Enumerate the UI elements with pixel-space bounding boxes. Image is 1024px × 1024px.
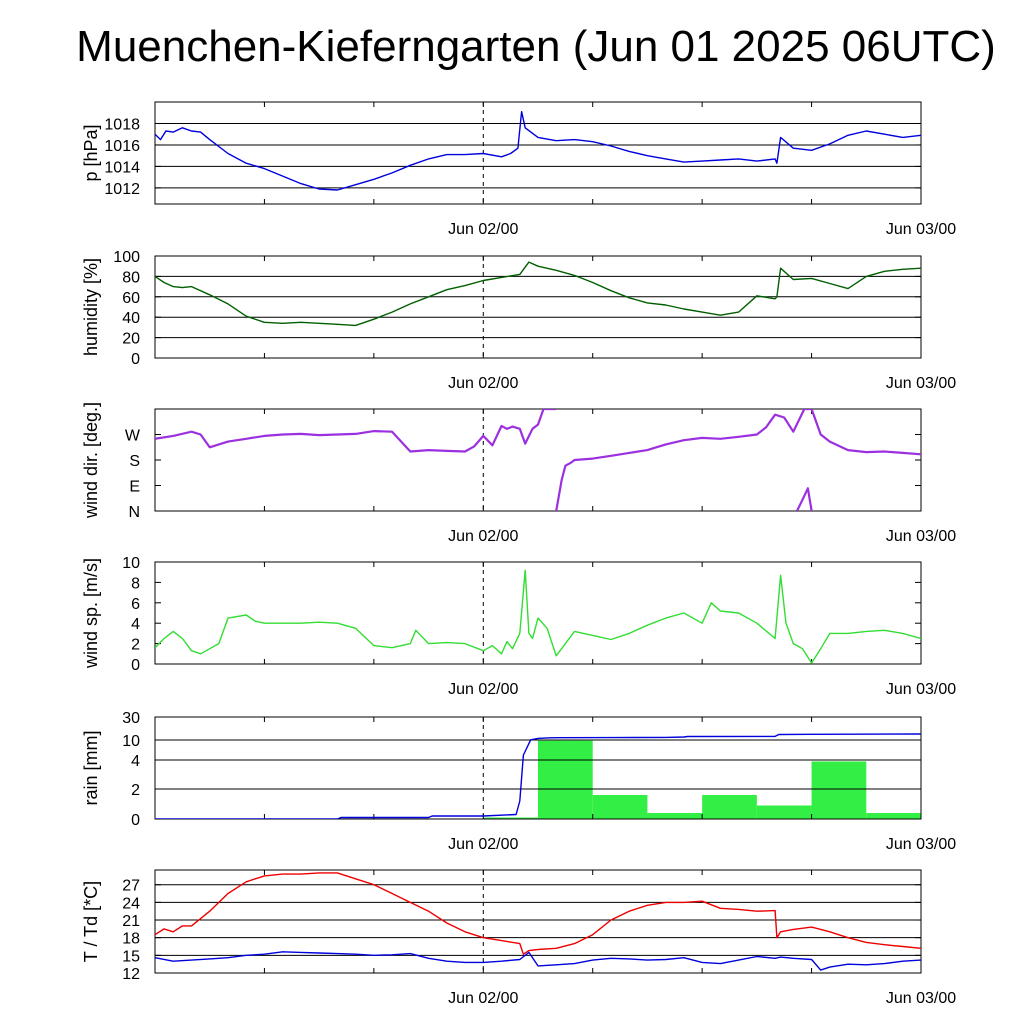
x-tick-label: Jun 03/00 (886, 836, 956, 853)
y-tick-label: 30 (122, 710, 140, 727)
series-line-wind_speed (155, 569, 921, 664)
panel-rain: 0 2 4 10 30 Jun 02/00 Jun 03/00 rain [mm] (81, 710, 956, 853)
series-line-rain (155, 733, 921, 819)
y-tick-label: 1016 (104, 138, 140, 155)
plot-frame (154, 101, 922, 205)
y-tick-label: 1014 (104, 159, 140, 176)
y-axis-label: T / Td [*C] (81, 881, 101, 962)
y-tick-label: 6 (131, 596, 140, 613)
y-tick-label: 1018 (104, 116, 140, 133)
x-tick-label: Jun 03/00 (886, 681, 956, 698)
series-group (155, 733, 921, 819)
y-axis-label: wind sp. [m/s] (81, 558, 101, 669)
y-tick-label: 24 (122, 895, 140, 912)
panel-wind_speed: 0 2 4 6 8 10 Jun 02/00 Jun 03/00 wind sp. [m/s] (81, 555, 956, 698)
series-line-pressure (155, 110, 921, 191)
rain-bar (483, 817, 538, 819)
series-group (155, 261, 921, 327)
y-axis-label: p [hPa] (81, 124, 101, 181)
series-line-wind_direction (796, 487, 813, 511)
x-tick-label: Jun 03/00 (886, 221, 956, 238)
x-tick-label: Jun 02/00 (448, 528, 518, 545)
y-tick-label: 4 (131, 616, 140, 633)
series-group (155, 569, 921, 664)
x-tick-label: Jun 03/00 (886, 528, 956, 545)
series-group (155, 110, 921, 191)
y-tick-label: 2 (131, 782, 140, 799)
y-axis-label: rain [mm] (81, 730, 101, 805)
rain-bar (702, 795, 757, 819)
y-tick-label: 15 (122, 948, 140, 965)
series-line-wind_direction (555, 409, 921, 511)
x-tick-label: Jun 02/00 (448, 221, 518, 238)
series-group (155, 872, 921, 971)
y-tick-label: N (128, 504, 140, 521)
y-tick-label: 40 (122, 310, 140, 327)
x-tick-label: Jun 03/00 (886, 375, 956, 392)
x-tick-label: Jun 03/00 (886, 990, 956, 1007)
series-line-wind_direction (155, 409, 557, 453)
y-tick-label: 21 (122, 913, 140, 930)
x-tick-label: Jun 02/00 (448, 681, 518, 698)
y-tick-label: 0 (131, 812, 140, 829)
series-line-temperature (155, 951, 921, 971)
x-tick-label: Jun 02/00 (448, 836, 518, 853)
y-tick-label: 20 (122, 331, 140, 348)
y-tick-label: 12 (122, 966, 140, 983)
y-tick-label: 8 (131, 575, 140, 592)
y-tick-label: S (129, 453, 140, 470)
rain-bar (592, 795, 648, 819)
y-tick-label: 18 (122, 931, 140, 948)
chart-title: Muenchen-Kieferngarten (Jun 01 2025 06UT… (76, 22, 996, 71)
rain-bar (756, 805, 812, 819)
y-tick-label: 4 (131, 753, 140, 770)
y-tick-label: 0 (131, 351, 140, 368)
x-tick-label: Jun 02/00 (448, 375, 518, 392)
y-tick-label: 100 (113, 249, 140, 266)
rain-bar (866, 813, 921, 819)
plot-frame (154, 255, 922, 359)
y-tick-label: E (129, 479, 140, 496)
rain-bar (811, 761, 867, 819)
panel-pressure: 1012 1014 1016 1018 Jun 02/00 Jun 03/00 p [hPa… (81, 101, 956, 238)
plot-frame (154, 716, 922, 820)
y-tick-label: 60 (122, 290, 140, 307)
y-tick-label: 1012 (104, 181, 140, 198)
series-line-humidity (155, 261, 921, 327)
x-tick-label: Jun 02/00 (448, 990, 518, 1007)
y-axis-label: wind dir. [deg.] (81, 402, 101, 519)
y-tick-label: 10 (122, 555, 140, 572)
series-group (155, 409, 921, 511)
y-tick-label: 27 (122, 878, 140, 895)
y-tick-label: 0 (131, 657, 140, 674)
rain-bar (538, 740, 593, 819)
series-line-temperature (155, 872, 921, 955)
y-axis-label: humidity [%] (81, 258, 101, 356)
plot-frame (154, 869, 922, 974)
plot-frame (154, 561, 922, 665)
y-tick-label: 2 (131, 637, 140, 654)
y-tick-label: 10 (122, 733, 140, 750)
rain-bar (647, 813, 703, 819)
y-tick-label: W (125, 428, 141, 445)
panel-humidity: 0 20 40 60 80 100 Jun 02/00 Jun 03/00 humidity [… (81, 249, 956, 392)
y-tick-label: 80 (122, 269, 140, 286)
